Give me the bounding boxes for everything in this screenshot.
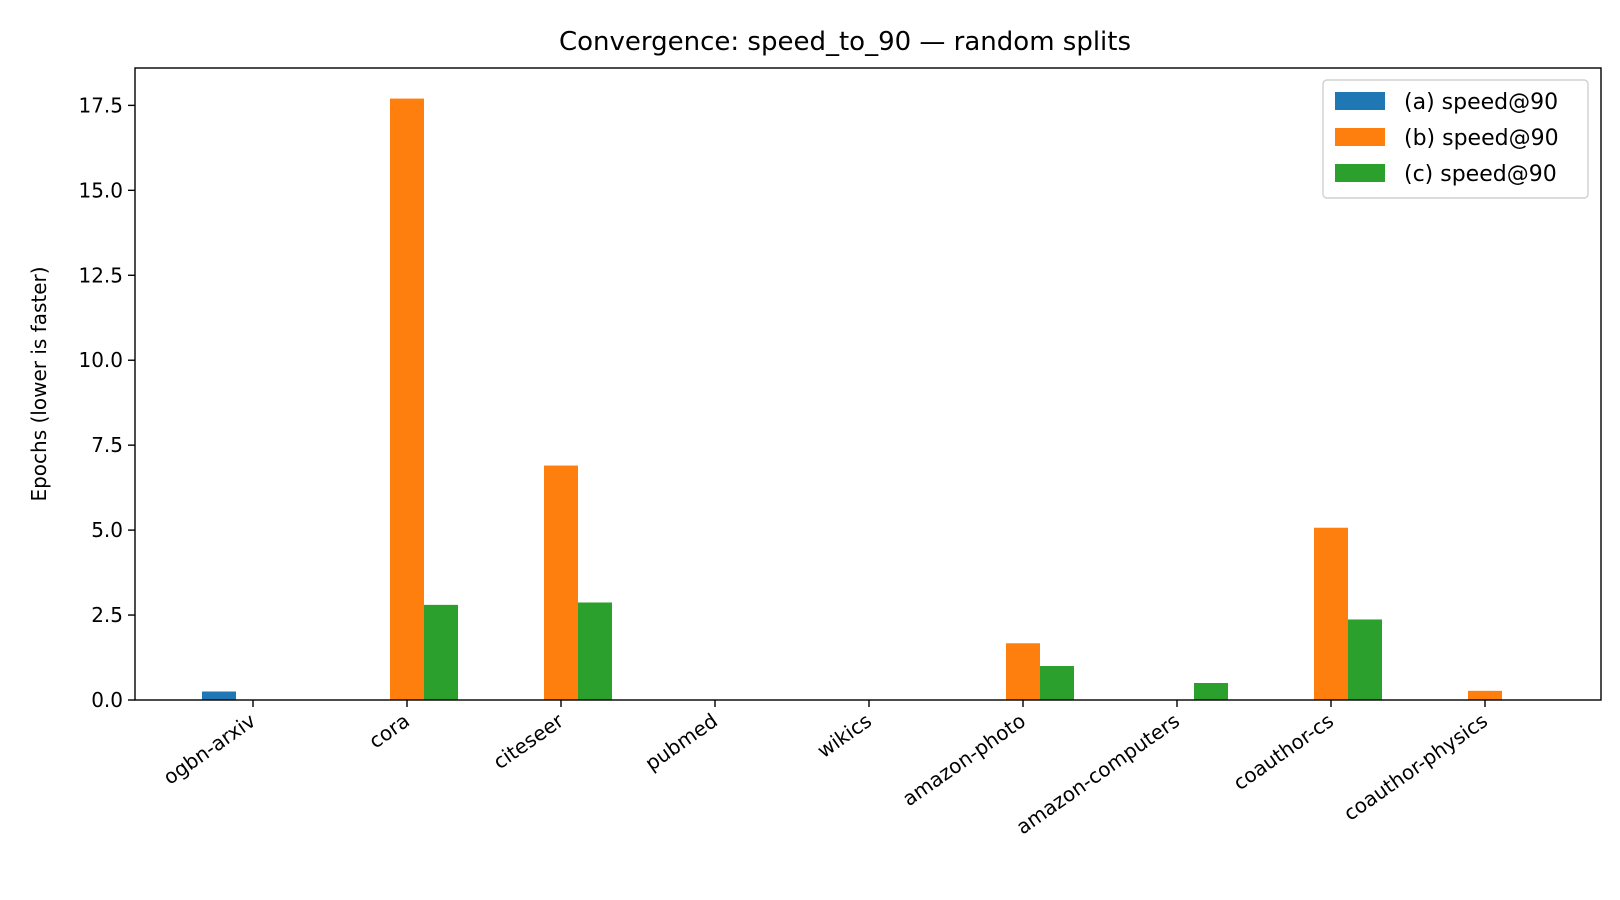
- y-axis-label: Epochs (lower is faster): [27, 266, 51, 501]
- bar-coauthor-cs-series-3: [1348, 619, 1382, 700]
- bar-amazon-photo-series-3: [1040, 666, 1074, 700]
- bar-amazon-computers-series-3: [1194, 683, 1228, 700]
- y-tick-label: 0.0: [91, 688, 123, 712]
- plot-frame: [134, 67, 1602, 701]
- bar-cora-series-2: [390, 98, 424, 701]
- y-tick-label: 12.5: [78, 263, 123, 287]
- y-tick-label: 5.0: [91, 518, 123, 542]
- legend: (a) speed@90 (b) speed@90 (c) speed@90: [1322, 79, 1589, 199]
- chart-title: Convergence: speed_to_90 — random splits: [559, 27, 1131, 57]
- bar-coauthor-cs-series-2: [1314, 527, 1348, 700]
- y-tick-label: 7.5: [91, 433, 123, 457]
- legend-frame: [1322, 79, 1589, 199]
- bar-amazon-photo-series-2: [1006, 643, 1040, 700]
- bar-coauthor-physics-series-2: [1468, 690, 1502, 700]
- y-tick-label: 2.5: [91, 603, 123, 627]
- bar-citeseer-series-2: [544, 465, 578, 700]
- bar-ogbn-arxiv-series-1: [202, 691, 236, 700]
- y-tick-label: 15.0: [78, 178, 123, 202]
- legend-swatch-3: [1335, 164, 1385, 182]
- bar-citeseer-series-3: [578, 602, 612, 700]
- legend-swatch-1: [1335, 92, 1385, 110]
- bar-cora-series-3: [424, 604, 458, 700]
- y-tick-label: 17.5: [78, 93, 123, 117]
- legend-swatch-2: [1335, 128, 1385, 146]
- bars-group: [202, 98, 1502, 701]
- legend-label-2: (b) speed@90: [1404, 126, 1559, 151]
- y-tick-label: 10.0: [78, 348, 123, 372]
- legend-label-3: (c) speed@90: [1404, 162, 1557, 187]
- legend-label-1: (a) speed@90: [1404, 90, 1558, 115]
- y-axis: 0.0 2.5 5.0 7.5 10.0 12.5 15.0 17.5: [78, 93, 135, 712]
